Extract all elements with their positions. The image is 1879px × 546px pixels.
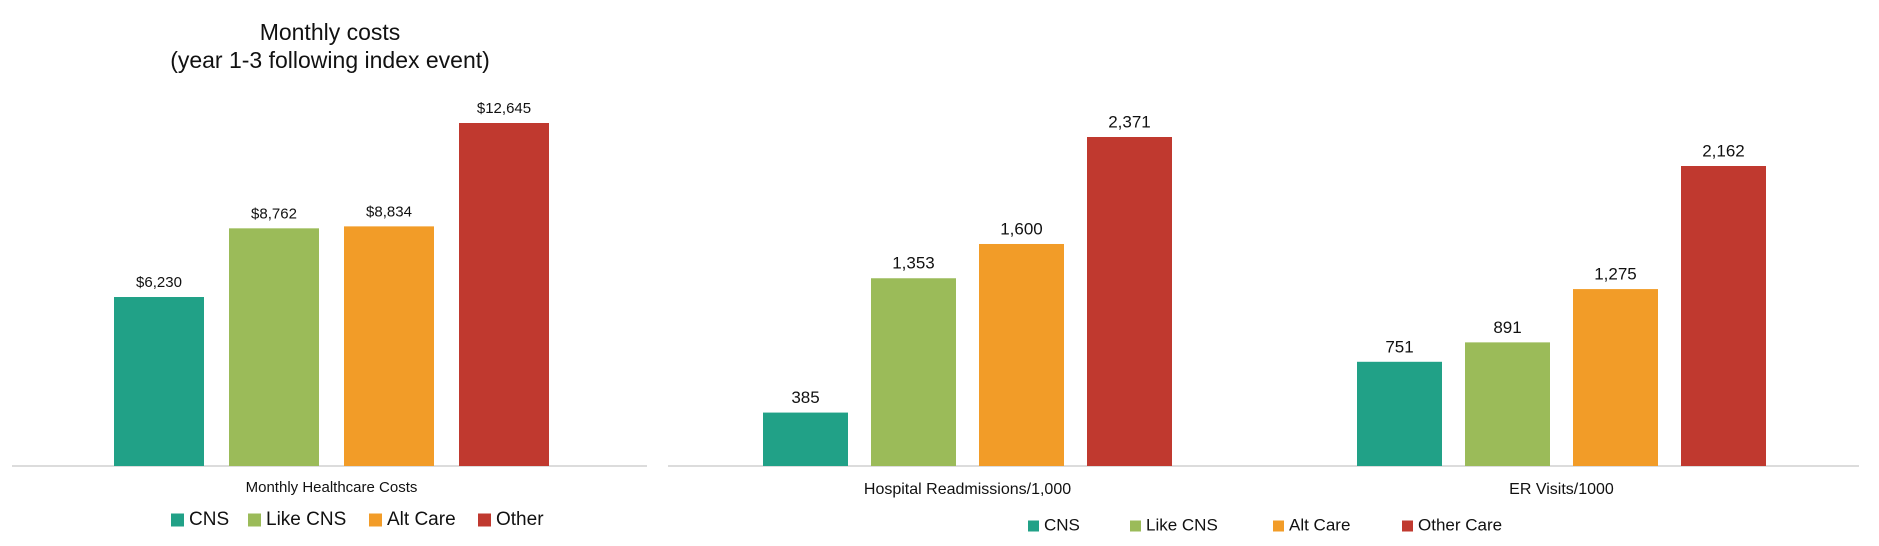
data-label: 2,162 xyxy=(1702,141,1745,160)
legend-label: Like CNS xyxy=(1146,515,1218,534)
legend-swatch xyxy=(1028,520,1039,532)
data-label: $6,230 xyxy=(136,274,182,291)
chart-subtitle: (year 1-3 following index event) xyxy=(170,47,490,73)
legend-label: Other xyxy=(496,509,544,530)
legend-label: CNS xyxy=(189,509,229,530)
bar xyxy=(1573,289,1658,466)
data-label: $8,762 xyxy=(251,205,297,222)
bar xyxy=(763,412,848,466)
x-tick-label: ER Visits/1000 xyxy=(1509,481,1614,498)
legend-swatch xyxy=(1273,520,1284,532)
bar xyxy=(1357,361,1442,466)
legend-swatch xyxy=(1130,520,1141,532)
data-label: 385 xyxy=(791,388,819,407)
data-label: 751 xyxy=(1385,337,1413,356)
data-label: 1,275 xyxy=(1594,265,1637,284)
chart-title: Monthly costs xyxy=(260,19,401,45)
data-label: 1,353 xyxy=(892,254,935,273)
data-label: 891 xyxy=(1493,318,1521,337)
bar xyxy=(1681,166,1766,466)
bar xyxy=(229,228,319,466)
bar xyxy=(114,297,204,466)
bar xyxy=(979,243,1064,466)
legend-swatch xyxy=(171,513,184,527)
legend-label: Other Care xyxy=(1418,515,1502,534)
bar xyxy=(344,226,434,466)
legend-label: CNS xyxy=(1044,515,1080,534)
data-label: $8,834 xyxy=(366,203,412,220)
data-label: $12,645 xyxy=(477,100,531,117)
data-label: 2,371 xyxy=(1108,112,1151,131)
legend-label: Alt Care xyxy=(1289,515,1350,534)
legend-swatch xyxy=(478,513,491,527)
bar xyxy=(1087,137,1172,466)
legend-label: Alt Care xyxy=(387,509,456,530)
x-tick-label: Hospital Readmissions/1,000 xyxy=(864,481,1071,498)
x-tick-label: Monthly Healthcare Costs xyxy=(246,479,418,496)
legend-swatch xyxy=(248,513,261,527)
legend-swatch xyxy=(369,513,382,527)
bar xyxy=(871,278,956,466)
legend-label: Like CNS xyxy=(266,509,346,530)
bar xyxy=(459,123,549,466)
legend-swatch xyxy=(1402,520,1413,532)
bar xyxy=(1465,342,1550,466)
data-label: 1,600 xyxy=(1000,219,1043,238)
